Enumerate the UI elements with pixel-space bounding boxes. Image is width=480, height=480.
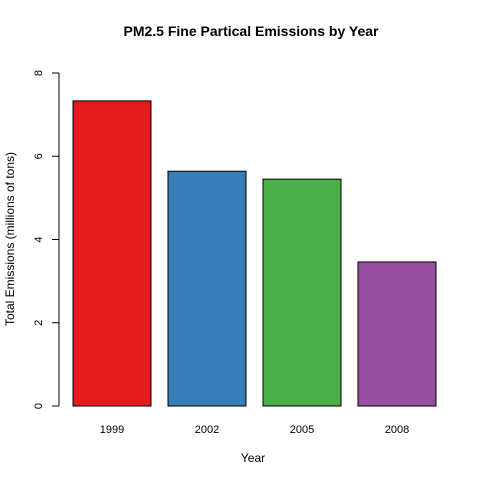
x-tick-labels: 1999 2002 2005 2008 bbox=[100, 424, 409, 436]
x-tick-label: 2008 bbox=[385, 424, 409, 436]
x-tick-label: 1999 bbox=[100, 424, 124, 436]
y-tick-label: 6 bbox=[33, 153, 45, 159]
x-tick-label: 2002 bbox=[195, 424, 219, 436]
y-tick-label: 4 bbox=[33, 236, 45, 242]
bar-1999 bbox=[72, 100, 152, 407]
y-axis: 0 2 4 6 8 bbox=[33, 70, 60, 409]
x-axis-label: Year bbox=[241, 451, 265, 465]
x-tick-label: 2005 bbox=[290, 424, 314, 436]
bars bbox=[72, 100, 437, 407]
y-tick-label: 8 bbox=[33, 70, 45, 76]
y-tick-label: 2 bbox=[33, 320, 45, 326]
y-axis-label: Total Emissions (millions of tons) bbox=[3, 152, 17, 326]
bar-2002 bbox=[167, 170, 247, 407]
bar-2005 bbox=[262, 178, 342, 407]
chart-title: PM2.5 Fine Partical Emissions by Year bbox=[124, 23, 380, 39]
bar-2008 bbox=[357, 261, 437, 407]
y-tick-label: 0 bbox=[33, 403, 45, 409]
